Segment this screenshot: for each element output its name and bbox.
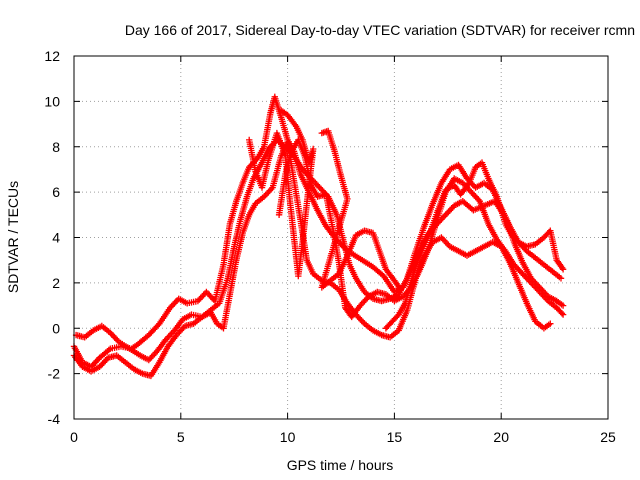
point-markers bbox=[382, 159, 567, 332]
y-tick-label: 6 bbox=[52, 184, 60, 200]
y-tick-label: 2 bbox=[52, 275, 60, 291]
x-tick-label: 20 bbox=[493, 429, 509, 445]
x-tick-label: 10 bbox=[280, 429, 296, 445]
y-tick-label: 0 bbox=[52, 320, 60, 336]
y-tick-label: -2 bbox=[48, 366, 61, 382]
x-axis-label: GPS time / hours bbox=[287, 457, 394, 473]
x-tick-label: 5 bbox=[177, 429, 185, 445]
series-track-7 bbox=[382, 159, 567, 332]
point-markers bbox=[246, 107, 317, 280]
series-track-2 bbox=[72, 136, 565, 364]
data-points bbox=[70, 93, 567, 380]
series-track-5 bbox=[318, 127, 404, 293]
x-tick-label: 0 bbox=[70, 429, 78, 445]
point-markers bbox=[72, 136, 565, 364]
y-axis-label: SDTVAR / TECUs bbox=[5, 181, 21, 293]
x-tick-label: 15 bbox=[387, 429, 403, 445]
y-tick-label: -4 bbox=[48, 411, 61, 427]
y-axis-ticks: -4 -2 0 2 4 6 8 10 12 bbox=[44, 48, 608, 427]
point-markers bbox=[318, 127, 404, 293]
y-tick-label: 8 bbox=[52, 139, 60, 155]
plot-frame bbox=[73, 55, 609, 420]
chart-title: Day 166 of 2017, Sidereal Day-to-day VTE… bbox=[125, 22, 635, 38]
x-tick-label: 25 bbox=[600, 429, 616, 445]
y-tick-label: 10 bbox=[44, 93, 60, 109]
y-tick-label: 4 bbox=[52, 230, 60, 246]
y-tick-label: 12 bbox=[44, 48, 60, 64]
series-track-6 bbox=[246, 107, 317, 280]
